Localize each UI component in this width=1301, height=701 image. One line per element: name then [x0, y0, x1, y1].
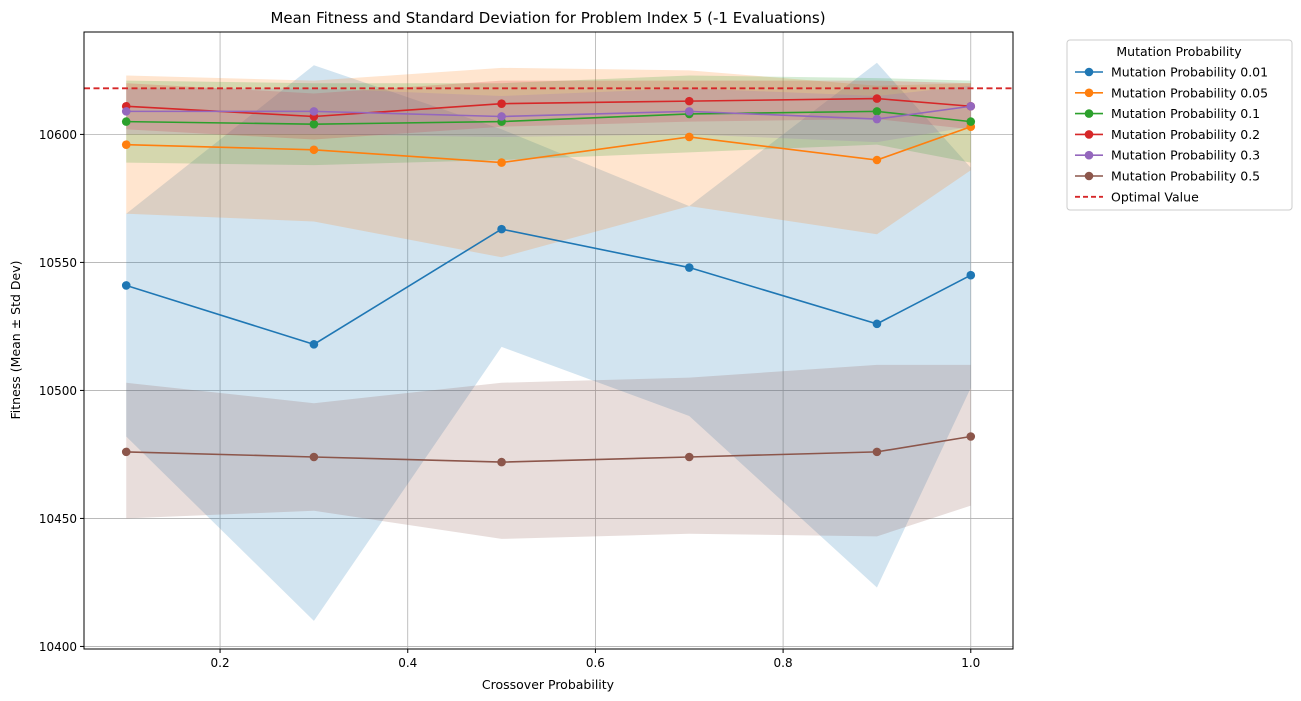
- mutation-probability-0-01-point: [966, 270, 976, 280]
- y-tick-label: 10550: [39, 256, 77, 270]
- mutation-probability-0-5-point: [309, 452, 319, 462]
- mutation-probability-0-01-std-band: [126, 62, 971, 621]
- mutation-probability-0-05-line: [126, 125, 972, 164]
- x-tick-label: 0.8: [774, 656, 793, 670]
- mutation-probability-0-2-point: [684, 96, 694, 106]
- mutation-probability-0-2-point: [497, 99, 506, 108]
- mutation-probability-0-1-point: [872, 107, 882, 116]
- legend-marker: [1084, 88, 1094, 98]
- mutation-probability-0-05-point: [497, 158, 506, 167]
- mutation-probability-0-3-line: [126, 105, 971, 120]
- mutation-probability-0-3-point: [121, 107, 131, 116]
- mutation-probability-0-5-point: [872, 447, 882, 457]
- legend-items: Mutation Probability 0.01 Mutation Probab…: [1075, 65, 1268, 204]
- plot-frame: [83, 31, 1014, 650]
- y-axis-label: Fitness (Mean ± Std Dev): [8, 261, 23, 420]
- mutation-probability-0-3-point: [966, 101, 976, 111]
- mutation-probability-0-05-point: [872, 155, 882, 165]
- mutation-probability-0-2-point: [872, 94, 882, 103]
- legend-marker: [1084, 130, 1094, 139]
- series-lines: [125, 97, 972, 463]
- mutation-probability-0-3-point: [872, 114, 882, 124]
- y-axis-ticks: 10400 10450 10500 10550 10600: [39, 128, 84, 654]
- legend-marker: [1084, 67, 1094, 77]
- legend: Mutation Probability Mutation Probabilit…: [1066, 39, 1293, 211]
- legend-item-mutation-probability-0-3: Mutation Probability 0.3: [1075, 148, 1260, 163]
- legend-item-mutation-probability-0-2: Mutation Probability 0.2: [1075, 127, 1260, 142]
- mutation-probability-0-1-line: [126, 110, 971, 125]
- mutation-probability-0-5-point: [684, 452, 694, 462]
- mutation-probability-0-5-std-band: [126, 364, 971, 539]
- mutation-probability-0-01-point: [121, 281, 131, 290]
- mutation-probability-0-01-point: [497, 224, 506, 234]
- legend-label: Mutation Probability 0.3: [1111, 148, 1260, 163]
- mutation-probability-0-5-point: [497, 457, 506, 467]
- mutation-probability-0-2-std-band: [126, 80, 971, 140]
- mutation-probability-0-1-point: [966, 117, 976, 126]
- x-tick-label: 0.6: [586, 656, 605, 670]
- x-tick-label: 0.4: [398, 656, 417, 670]
- legend-label: Mutation Probability 0.05: [1111, 85, 1268, 100]
- mutation-probability-0-5-point: [966, 432, 976, 441]
- mutation-probability-0-2-line: [126, 97, 971, 118]
- mutation-probability-0-01-line: [125, 228, 972, 346]
- legend-label: Mutation Probability 0.5: [1111, 169, 1260, 184]
- legend-item-mutation-probability-0-5: Mutation Probability 0.5: [1075, 169, 1260, 184]
- mutation-probability-0-05-point: [309, 145, 319, 155]
- legend-title: Mutation Probability: [1116, 44, 1242, 59]
- mutation-probability-0-3-point: [309, 107, 319, 116]
- mutation-probability-0-5-line: [126, 435, 971, 463]
- std-dev-bands: [126, 62, 971, 621]
- y-tick-label: 10450: [39, 512, 77, 526]
- legend-marker: [1084, 150, 1094, 160]
- mutation-probability-0-01-point: [872, 319, 882, 329]
- legend-item-optimal-value: Optimal Value: [1075, 189, 1199, 204]
- legend-label: Mutation Probability 0.2: [1111, 127, 1260, 142]
- x-tick-label: 1.0: [961, 656, 980, 670]
- legend-item-mutation-probability-0-05: Mutation Probability 0.05: [1075, 85, 1268, 100]
- mutation-probability-0-3-point: [497, 112, 506, 121]
- y-tick-label: 10500: [39, 384, 77, 398]
- mutation-probability-0-3-point: [684, 107, 694, 116]
- legend-marker: [1084, 171, 1094, 181]
- legend-marker: [1084, 109, 1094, 118]
- x-axis-ticks: 0.2 0.4 0.6 0.8 1.0: [211, 649, 980, 670]
- x-tick-label: 0.2: [211, 656, 230, 670]
- mutation-probability-0-01-point: [684, 263, 694, 272]
- mutation-probability-0-05-point: [684, 132, 694, 142]
- legend-item-mutation-probability-0-1: Mutation Probability 0.1: [1075, 106, 1260, 121]
- legend-label: Optimal Value: [1111, 189, 1199, 204]
- mutation-probability-0-01-point: [309, 340, 319, 349]
- legend-label: Mutation Probability 0.01: [1111, 65, 1268, 80]
- mutation-probability-0-1-point: [309, 119, 319, 129]
- legend-item-mutation-probability-0-01: Mutation Probability 0.01: [1075, 65, 1268, 80]
- y-tick-label: 10400: [39, 640, 77, 654]
- series-points: [121, 94, 976, 467]
- legend-label: Mutation Probability 0.1: [1111, 106, 1260, 121]
- y-tick-label: 10600: [39, 128, 77, 142]
- mutation-probability-0-05-point: [121, 140, 131, 149]
- grid: [84, 32, 1013, 649]
- mutation-probability-0-1-point: [121, 117, 131, 126]
- mutation-probability-0-5-point: [121, 447, 131, 457]
- legend-box: [1066, 39, 1293, 211]
- x-axis-label: Crossover Probability: [482, 677, 615, 692]
- chart-title: Mean Fitness and Standard Deviation for …: [270, 9, 825, 27]
